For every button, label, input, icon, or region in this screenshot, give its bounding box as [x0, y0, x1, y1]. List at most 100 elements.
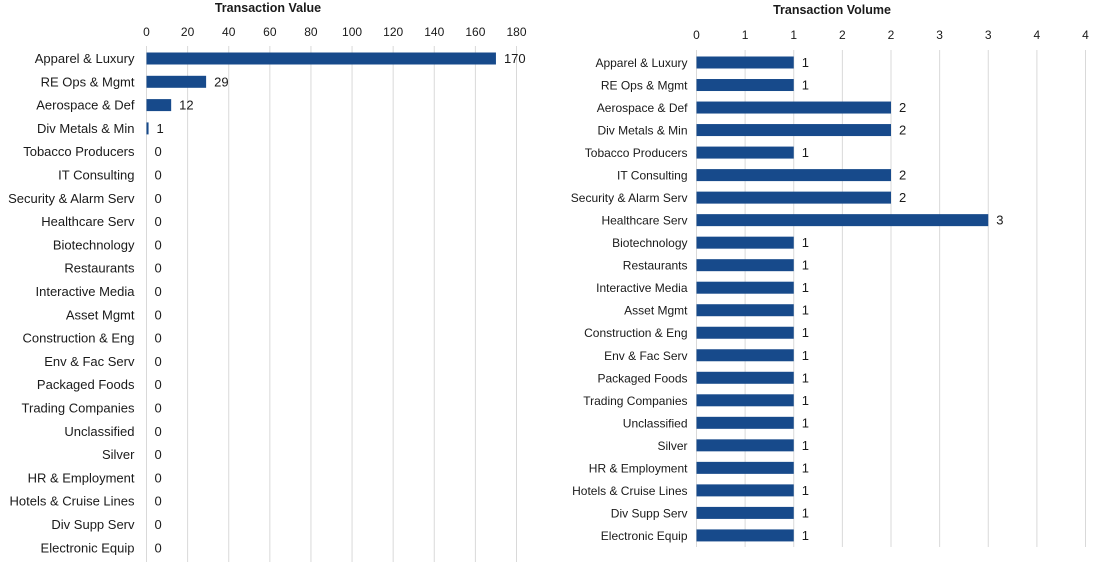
x-tick-label: 2 [839, 28, 846, 42]
bar [696, 101, 891, 114]
category-label: Div Supp Serv [611, 506, 688, 520]
data-label: 0 [155, 424, 162, 439]
data-label: 1 [802, 145, 809, 160]
data-label: 1 [802, 235, 809, 250]
bar [696, 371, 794, 384]
category-label: Div Metals & Min [37, 121, 135, 136]
bar [696, 146, 794, 159]
x-tick-label: 120 [383, 25, 403, 39]
bar [696, 439, 794, 452]
data-label: 0 [155, 494, 162, 509]
data-label: 3 [996, 213, 1003, 228]
data-label: 0 [155, 517, 162, 532]
category-label: IT Consulting [617, 169, 687, 183]
category-label: Div Supp Serv [51, 517, 135, 532]
category-label: Silver [657, 439, 687, 453]
bar [696, 281, 794, 294]
bar [696, 214, 989, 227]
category-label: Aerospace & Def [597, 101, 688, 115]
category-label: Electronic Equip [41, 540, 135, 555]
data-label: 1 [802, 325, 809, 340]
data-label: 12 [179, 98, 193, 113]
category-label: Biotechnology [53, 237, 135, 252]
x-tick-label: 0 [143, 25, 150, 39]
bar [146, 52, 496, 65]
x-tick-label: 1 [742, 28, 749, 42]
bar [146, 122, 149, 135]
bar [696, 191, 891, 204]
category-label: Asset Mgmt [66, 307, 135, 322]
bar [696, 79, 794, 92]
category-label: Construction & Eng [22, 331, 134, 346]
category-label: Biotechnology [612, 236, 687, 250]
bar [696, 259, 794, 272]
chart-title: Transaction Value [215, 1, 321, 15]
bar [696, 461, 794, 474]
category-label: Env & Fac Serv [44, 354, 135, 369]
category-label: IT Consulting [58, 168, 134, 183]
x-tick-label: 3 [936, 28, 943, 42]
category-label: Security & Alarm Serv [8, 191, 135, 206]
category-label: HR & Employment [28, 470, 135, 485]
bar [696, 506, 794, 519]
data-label: 0 [155, 144, 162, 159]
data-label: 29 [214, 74, 228, 89]
category-label: Unclassified [64, 424, 134, 439]
bar [696, 124, 891, 137]
category-label: Div Metals & Min [597, 124, 687, 138]
data-label: 0 [155, 401, 162, 416]
data-label: 0 [155, 307, 162, 322]
bar [696, 169, 891, 182]
bar [146, 75, 207, 88]
data-label: 0 [155, 331, 162, 346]
category-label: Unclassified [623, 416, 688, 430]
category-label: Healthcare Serv [601, 214, 687, 228]
category-label: Asset Mgmt [624, 304, 688, 318]
category-label: Tobacco Producers [585, 146, 688, 160]
x-tick-label: 4 [1082, 28, 1089, 42]
data-label: 2 [899, 123, 906, 138]
category-label: Restaurants [623, 259, 688, 273]
data-label: 1 [802, 528, 809, 543]
x-tick-label: 160 [465, 25, 485, 39]
data-label: 1 [802, 393, 809, 408]
category-label: Aerospace & Def [36, 98, 135, 113]
category-label: Trading Companies [22, 401, 135, 416]
x-tick-label: 3 [985, 28, 992, 42]
x-tick-label: 40 [222, 25, 236, 39]
category-label: Packaged Foods [597, 371, 687, 385]
category-label: Hotels & Cruise Lines [572, 484, 687, 498]
category-label: Packaged Foods [37, 377, 135, 392]
transaction-value-chart: Transaction Value 0 20 40 60 80 100 120 140 160 1… [8, 1, 527, 562]
data-label: 0 [155, 470, 162, 485]
data-label: 1 [157, 121, 164, 136]
data-label: 1 [802, 505, 809, 520]
bar [696, 349, 794, 362]
data-label: 0 [155, 447, 162, 462]
data-label: 0 [155, 261, 162, 276]
category-label: Interactive Media [596, 281, 688, 295]
category-label: Construction & Eng [584, 326, 687, 340]
data-label: 0 [155, 168, 162, 183]
x-tick-label: 1 [790, 28, 797, 42]
bar [696, 529, 794, 542]
x-tick-label: 2 [888, 28, 895, 42]
category-label: Security & Alarm Serv [571, 191, 688, 205]
bar [696, 416, 794, 429]
bar [696, 326, 794, 339]
data-label: 0 [155, 284, 162, 299]
data-label: 1 [802, 280, 809, 295]
data-label: 0 [155, 540, 162, 555]
x-tick-label: 0 [693, 28, 700, 42]
category-label: Apparel & Luxury [35, 51, 135, 66]
bar [146, 99, 172, 112]
category-label: Tobacco Producers [23, 144, 135, 159]
x-tick-label: 140 [424, 25, 444, 39]
data-label: 1 [802, 78, 809, 93]
data-label: 0 [155, 214, 162, 229]
data-label: 1 [802, 370, 809, 385]
data-label: 1 [802, 55, 809, 70]
bar [696, 304, 794, 317]
data-label: 1 [802, 483, 809, 498]
